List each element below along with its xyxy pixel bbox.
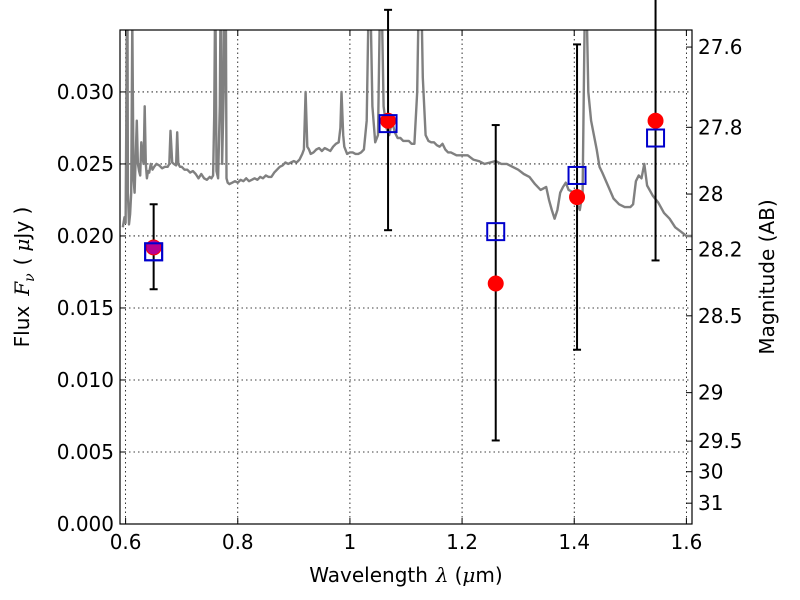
y2-tick-label: 28.2 xyxy=(698,238,743,262)
y-tick-label: 0.000 xyxy=(57,512,114,536)
y2-tick-label: 31 xyxy=(698,491,723,515)
y2-tick-label: 29.5 xyxy=(698,429,743,453)
y-axis-label: FluxFν(μJy ) xyxy=(10,207,38,348)
y2-tick-label: 30 xyxy=(698,460,723,484)
y-tick-label: 0.010 xyxy=(57,368,114,392)
y-tick-label: 0.020 xyxy=(57,224,114,248)
model-spectrum-line xyxy=(121,30,692,238)
y-axis-ticks: 0.000 0.005 0.010 0.015 0.020 0.025 0.030 xyxy=(57,80,126,536)
y2-tick-label: 27.6 xyxy=(698,35,743,59)
model-flux-marker xyxy=(486,222,506,242)
y-tick-label: 0.030 xyxy=(57,80,114,104)
plot-frame xyxy=(119,29,693,525)
y2-tick-label: 27.8 xyxy=(698,115,743,139)
y-tick-label: 0.025 xyxy=(57,152,114,176)
x-axis-label: Wavelength λ (μm) xyxy=(309,563,502,587)
x-tick-label: 1 xyxy=(344,530,357,554)
y2-axis-label: Magnitude (AB) xyxy=(755,199,779,354)
x-tick-label: 1.2 xyxy=(446,530,478,554)
x-tick-label: 0.8 xyxy=(222,530,254,554)
x-tick-label: 0.6 xyxy=(110,530,142,554)
observed-flux-marker xyxy=(647,112,664,129)
y-tick-label: 0.005 xyxy=(57,440,114,464)
x-tick-label: 1.4 xyxy=(558,530,590,554)
x-tick-label: 1.6 xyxy=(670,530,702,554)
markers xyxy=(144,112,666,292)
y2-tick-label: 29 xyxy=(698,381,723,405)
y2-axis-ticks: 27.6 27.8 28 28.2 28.5 29 29.5 30 31 xyxy=(686,35,743,515)
y-tick-label: 0.015 xyxy=(57,296,114,320)
x-axis-ticks: 0.6 0.8 1 1.2 1.4 1.6 xyxy=(110,30,702,554)
model-flux-marker xyxy=(646,128,666,148)
model-flux-marker xyxy=(378,114,398,134)
y2-tick-label: 28 xyxy=(698,182,723,206)
model-flux-marker xyxy=(567,165,587,185)
y2-tick-label: 28.5 xyxy=(698,304,743,328)
observed-flux-marker xyxy=(569,189,586,206)
observed-flux-marker xyxy=(487,275,504,292)
model-flux-marker-overlay xyxy=(144,242,164,262)
